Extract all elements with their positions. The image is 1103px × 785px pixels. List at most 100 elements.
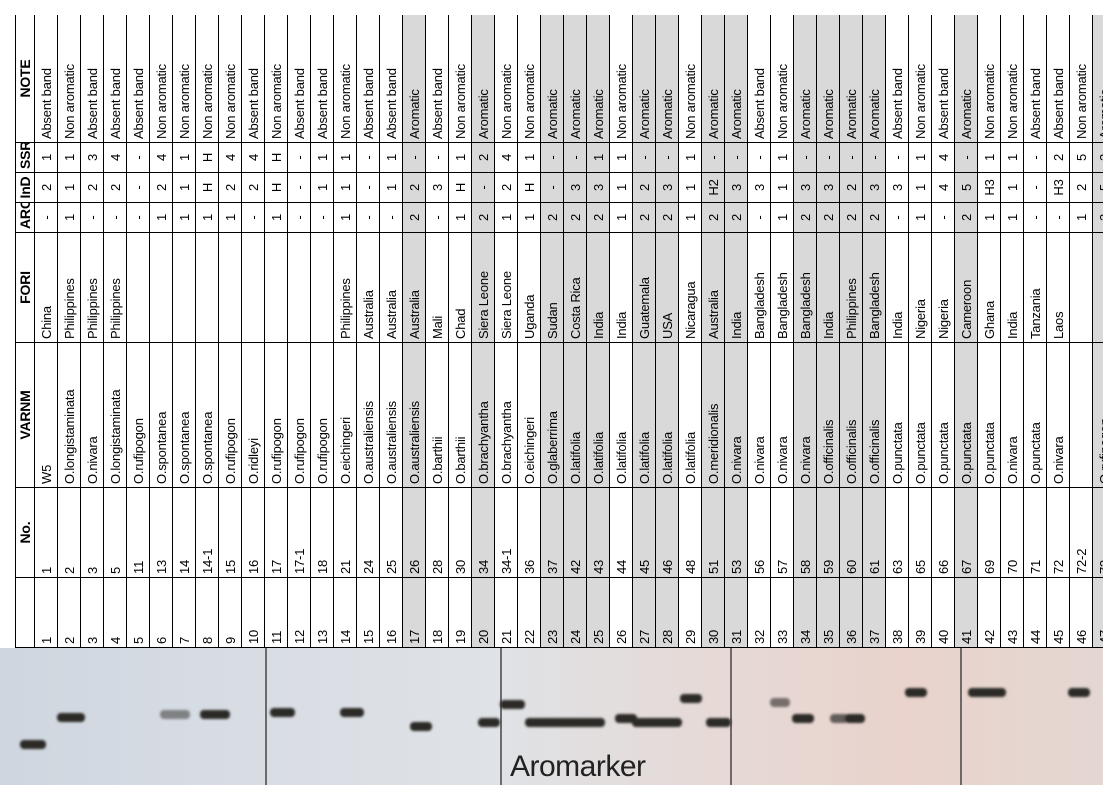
gel-band (160, 710, 190, 719)
table-cell: 42 (563, 487, 587, 578)
table-cell: O.barthii (448, 342, 472, 488)
table-cell: Bangladesh (793, 232, 817, 343)
table-cell: 1 (770, 202, 794, 233)
table-cell: 1 (908, 172, 932, 203)
table-cell: 2 (839, 202, 863, 233)
table-cell: 29 (678, 577, 702, 648)
table-cell: 2 (586, 202, 610, 233)
table-cell: Non aromatic (770, 15, 794, 143)
table-cell: 1 (908, 202, 932, 233)
table-cell: 2 (1046, 142, 1070, 173)
table-cell: 46 (655, 487, 679, 578)
gel-band (478, 718, 500, 727)
table-cell: - (816, 142, 840, 173)
table-cell: 44 (1023, 577, 1047, 648)
table-cell: O.nivara (1046, 342, 1070, 488)
table-row: 5 11 O.rufipogon - - - Absent band (126, 15, 150, 648)
table-cell: 14 (333, 577, 357, 648)
table-cell: 48 (678, 487, 702, 578)
table-cell: O.punctata (908, 342, 932, 488)
table-row: 43 70 O.nivara India 1 1 1 Non aromatic (1000, 15, 1024, 648)
table-cell: O.longistaminata (57, 342, 81, 488)
table-cell: 2 (149, 172, 173, 203)
table-cell: - (954, 142, 978, 173)
table-cell: 2 (655, 202, 679, 233)
table-cell: 1 (448, 142, 472, 173)
table-cell: 2 (494, 172, 518, 203)
table-cell: 53 (724, 487, 748, 578)
gel-label: Aromarker (510, 750, 646, 783)
table-cell: Aromatic (701, 15, 725, 143)
table-cell: 14-1 (195, 487, 219, 578)
table-row: 41 67 O.punctata Cameroon 2 5- Aromatic (954, 15, 978, 648)
table-cell: 2 (563, 202, 587, 233)
table-cell: O.punctata (977, 342, 1001, 488)
table-cell: 5 (103, 487, 127, 578)
table-cell: 1 (333, 142, 357, 173)
table-cell: 10 (241, 577, 265, 648)
header-cell: InD (15, 172, 35, 203)
table-cell: 15 (356, 577, 380, 648)
table-cell: - (356, 172, 380, 203)
table-cell: India (885, 232, 909, 343)
table-cell: - (287, 202, 311, 233)
table-cell: Chad (448, 232, 472, 343)
table-cell: O.latifolia (586, 342, 610, 488)
table-cell: 6 (149, 577, 173, 648)
table-cell: - (287, 142, 311, 173)
table-cell: 42 (977, 577, 1001, 648)
table-cell: 25 (586, 577, 610, 648)
table-cell: 70 (1000, 487, 1024, 578)
table-cell: 57 (770, 487, 794, 578)
table-row: 27 45 O.latifolia Guatemala 2 2- Aromatic (632, 15, 656, 648)
table-cell: 32 (747, 577, 771, 648)
table-cell: 35 (816, 577, 840, 648)
table-cell: Costa Rica (563, 232, 587, 343)
table-cell: 2 (816, 202, 840, 233)
table-cell: 59 (816, 487, 840, 578)
table-cell: O.spontanea (172, 342, 196, 488)
table-cell: Australia (402, 232, 426, 343)
table-cell: 1 (678, 202, 702, 233)
table-cell: 51 (701, 487, 725, 578)
table-cell: 2 (34, 172, 58, 203)
table-cell: - (126, 142, 150, 173)
table-cell: 4 (494, 142, 518, 173)
table-cell: 16 (379, 577, 403, 648)
table-cell: - (402, 142, 426, 173)
table-cell: - (1023, 142, 1047, 173)
table-cell: 1 (310, 142, 334, 173)
table-cell: Absent band (931, 15, 955, 143)
table-cell: - (793, 142, 817, 173)
table-row: 11 17 O.rufipogon 1 H H Non aromatic (264, 15, 288, 648)
table-row: 7 14 O.spontanea 1 1 1 Non aromatic (172, 15, 196, 648)
table-cell: O.punctata (885, 342, 909, 488)
table-row: 18 28 O.barthii Mali -3- Absent band (425, 15, 449, 648)
table-cell: 72-2 (1069, 487, 1093, 578)
table-cell: O.eichingeri (517, 342, 541, 488)
table-cell: - (287, 172, 311, 203)
table-cell: 3 (80, 487, 104, 578)
table-cell: Non aromatic (264, 15, 288, 143)
table-cell: Nigeria (908, 232, 932, 343)
table-cell: 1 (609, 172, 633, 203)
table-cell: Non aromatic (678, 15, 702, 143)
gel-band (706, 718, 731, 727)
table-cell: Sudan (540, 232, 564, 343)
header-cell: SSR (15, 142, 35, 173)
table-cell: Bangladesh (770, 232, 794, 343)
table-cell: - (379, 202, 403, 233)
table-cell: 34 (793, 577, 817, 648)
table-cell: - (126, 202, 150, 233)
gel-band (200, 710, 230, 719)
table-cell: - (701, 142, 725, 173)
table-cell: - (425, 202, 449, 233)
table-row: 29 48 O.latifolia Nicaragua 1 1 1 Non aromatic (678, 15, 702, 648)
table-cell: India (724, 232, 748, 343)
table-cell: 45 (632, 487, 656, 578)
table-cell: 63 (885, 487, 909, 578)
gel-band (57, 713, 85, 722)
table-cell: Non aromatic (494, 15, 518, 143)
table-cell: - (425, 142, 449, 173)
table-cell: 1 (678, 142, 702, 173)
